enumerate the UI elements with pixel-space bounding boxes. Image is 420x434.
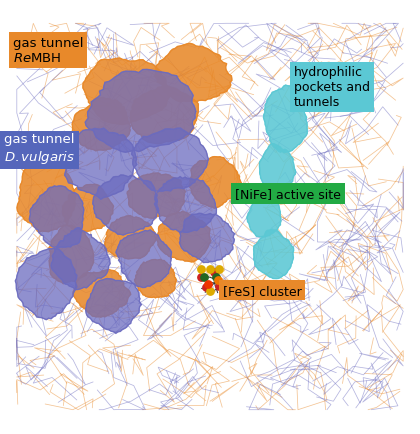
Polygon shape <box>127 174 185 219</box>
Polygon shape <box>72 99 131 151</box>
Point <box>216 266 223 273</box>
Polygon shape <box>179 214 234 263</box>
Point <box>207 288 213 295</box>
Point <box>213 273 220 280</box>
Point <box>207 266 213 273</box>
Text: [FeS] cluster: [FeS] cluster <box>223 284 302 297</box>
Polygon shape <box>93 175 159 236</box>
Polygon shape <box>85 70 196 153</box>
Polygon shape <box>260 145 296 194</box>
Point <box>205 280 211 287</box>
Polygon shape <box>247 197 281 237</box>
Polygon shape <box>51 228 110 290</box>
Point <box>249 191 255 197</box>
Polygon shape <box>155 177 216 233</box>
Polygon shape <box>29 187 84 248</box>
Polygon shape <box>65 129 137 200</box>
Text: gas tunnel
$\it{D. vulgaris}$: gas tunnel $\it{D. vulgaris}$ <box>4 133 76 165</box>
Text: [NiFe] active site: [NiFe] active site <box>235 187 341 201</box>
Text: gas tunnel
$\it{Re}$MBH: gas tunnel $\it{Re}$MBH <box>13 37 83 65</box>
Polygon shape <box>62 185 113 232</box>
Polygon shape <box>116 230 171 288</box>
Point <box>197 274 204 281</box>
Polygon shape <box>134 260 176 298</box>
Polygon shape <box>130 87 198 145</box>
Polygon shape <box>17 157 76 233</box>
Point <box>211 269 218 276</box>
Polygon shape <box>131 129 208 192</box>
Polygon shape <box>254 230 294 279</box>
Point <box>202 283 209 290</box>
Polygon shape <box>189 157 241 209</box>
Point <box>214 276 221 283</box>
Polygon shape <box>156 212 211 263</box>
Polygon shape <box>15 249 77 320</box>
Point <box>216 283 223 289</box>
Text: hydrophilic
pockets and
tunnels: hydrophilic pockets and tunnels <box>294 66 370 109</box>
Polygon shape <box>263 86 307 153</box>
Point <box>200 273 207 280</box>
Polygon shape <box>86 279 141 334</box>
Point <box>197 266 204 273</box>
Point <box>255 186 262 193</box>
Polygon shape <box>83 59 170 125</box>
Polygon shape <box>105 216 156 259</box>
Polygon shape <box>155 44 232 103</box>
Polygon shape <box>73 270 131 317</box>
Polygon shape <box>49 226 94 284</box>
